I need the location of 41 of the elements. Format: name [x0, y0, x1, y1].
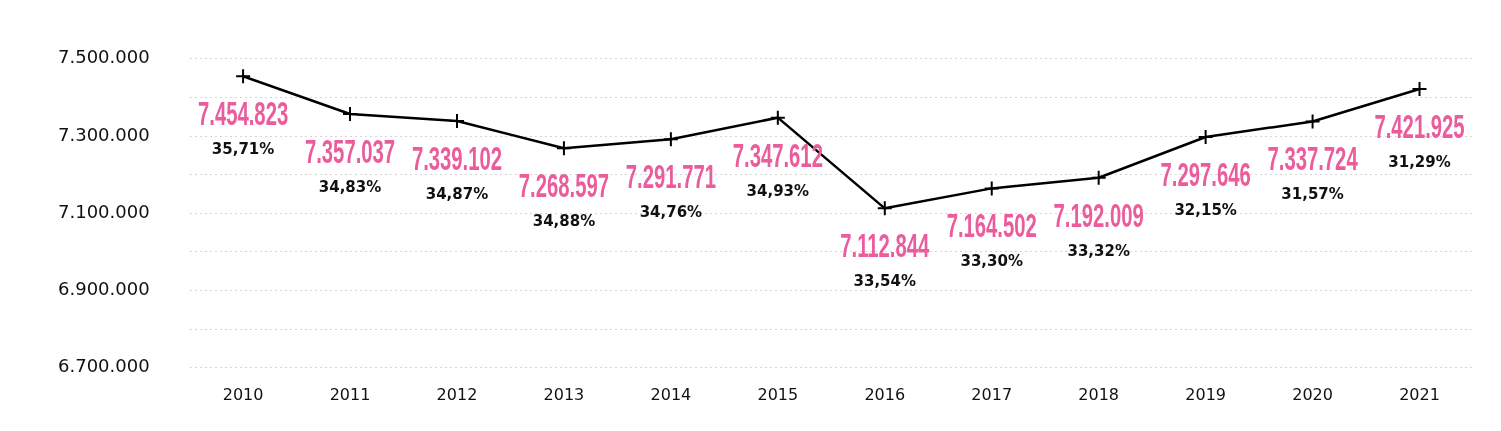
annotation: 34,83% [318, 177, 382, 196]
x-tick-label: 2016 [864, 384, 906, 404]
data-label: 7.339.102 [411, 139, 503, 178]
y-tick-label: 7.100.000 [58, 200, 150, 222]
annotation: 31,57% [1281, 185, 1344, 204]
data-label: 7.297.646 [1160, 155, 1251, 194]
data-label: 7.454.823 [197, 95, 289, 133]
x-tick-label: 2013 [543, 384, 585, 404]
x-tick-label: 2015 [757, 384, 799, 404]
data-label: 7.291.771 [625, 158, 716, 196]
data-label: 7.268.597 [518, 167, 610, 205]
annotation: 31,29% [1388, 152, 1451, 171]
y-tick-label: 6.900.000 [58, 278, 150, 300]
annotation: 35,71% [211, 140, 275, 159]
data-label: 7.164.502 [946, 207, 1037, 245]
data-label: 7.421.925 [1374, 107, 1465, 146]
x-tick-label: 2021 [1399, 384, 1440, 404]
data-label: 7.357.037 [304, 132, 396, 171]
annotation: 34,76% [639, 203, 703, 222]
x-tick-label: 2010 [222, 384, 264, 404]
annotation: 34,88% [532, 212, 596, 231]
data-label: 7.192.009 [1053, 196, 1144, 234]
x-tick-label: 2017 [971, 384, 1013, 404]
data-label: 7.112.844 [840, 227, 930, 265]
annotation: 34,93% [746, 181, 810, 200]
x-tick-label: 2012 [436, 384, 478, 404]
annotation: 33,32% [1067, 241, 1130, 260]
y-tick-label: 7.300.000 [58, 123, 150, 145]
y-tick-label: 6.700.000 [58, 355, 150, 377]
x-tick-label: 2014 [650, 384, 692, 404]
annotation: 32,15% [1174, 200, 1237, 219]
data-label: 7.337.724 [1267, 140, 1358, 178]
x-tick-label: 2019 [1185, 384, 1226, 404]
annotation: 33,30% [960, 252, 1023, 271]
annotation: 33,54% [853, 272, 917, 291]
data-label: 7.347.612 [732, 136, 823, 174]
x-tick-label: 2020 [1292, 384, 1333, 404]
y-tick-label: 7.500.000 [58, 46, 150, 68]
annotation: 34,87% [425, 184, 489, 203]
x-tick-label: 2011 [329, 384, 371, 404]
x-tick-label: 2018 [1078, 384, 1120, 404]
